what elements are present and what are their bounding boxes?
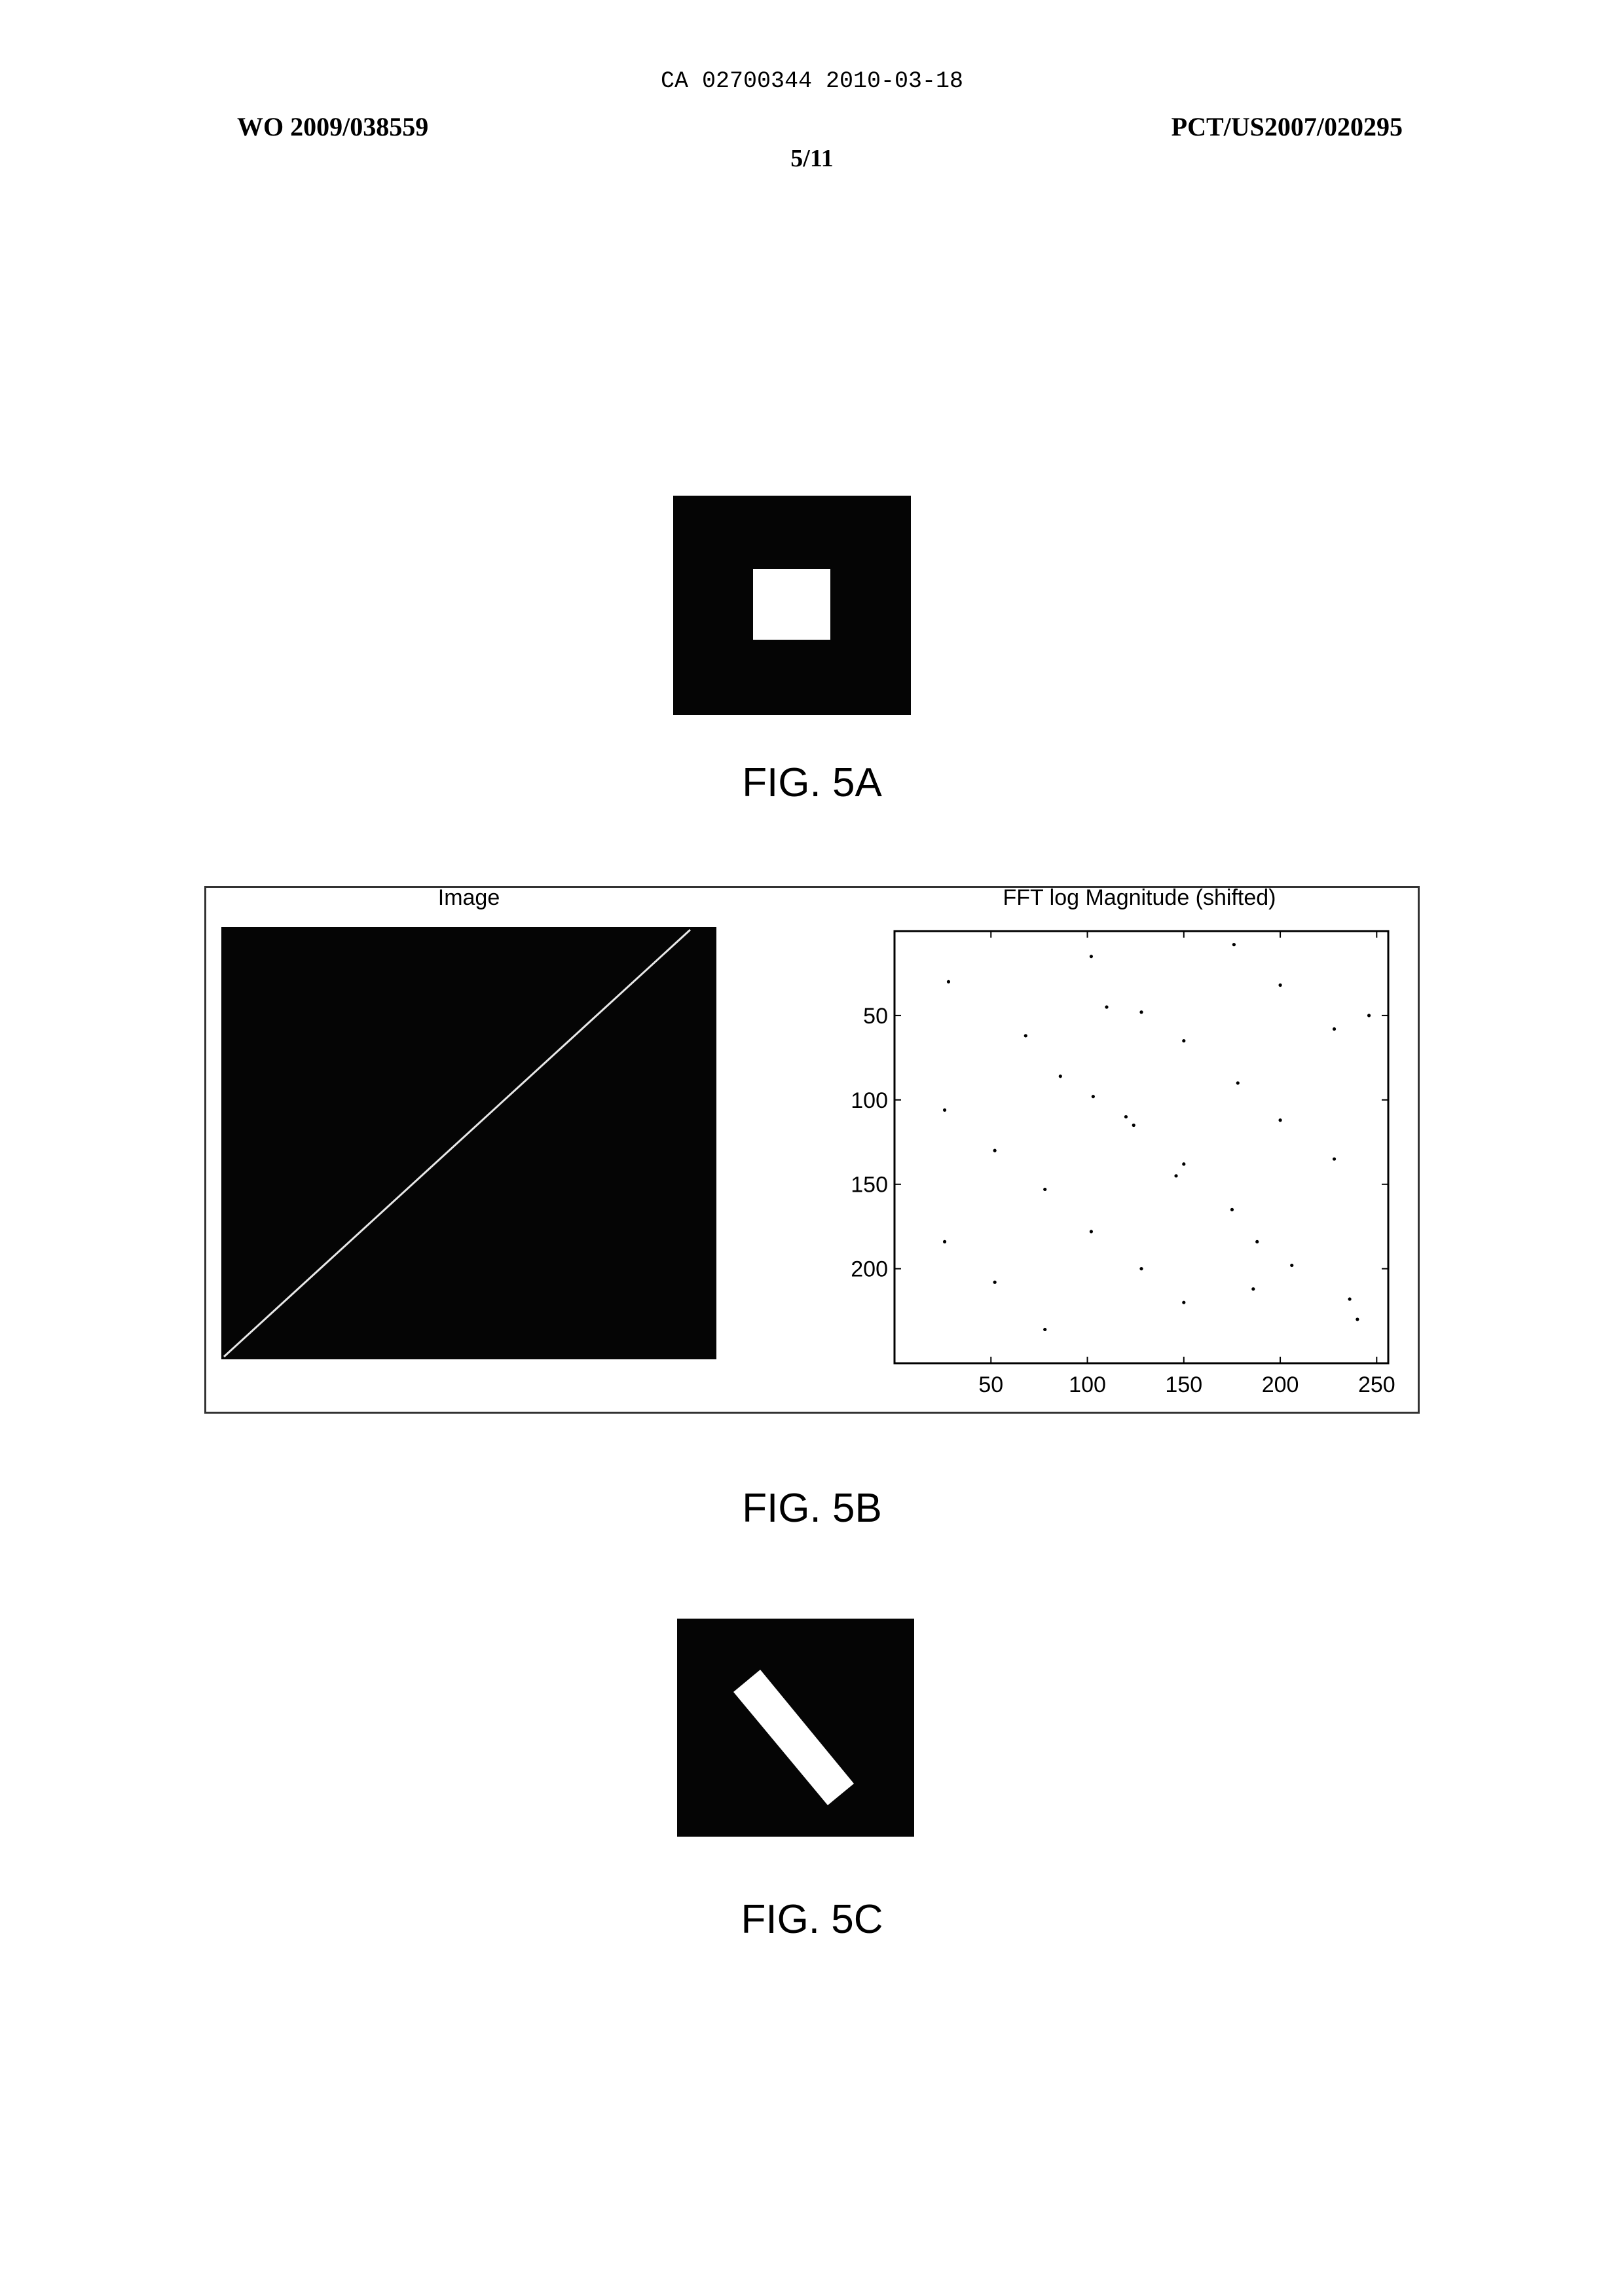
x-tick-label: 100: [1069, 1372, 1106, 1397]
sheet-number: 5/11: [0, 144, 1624, 173]
data-point: [1139, 1010, 1143, 1014]
publication-number: WO 2009/038559: [237, 111, 428, 142]
data-point: [1356, 1317, 1359, 1321]
data-point: [1059, 1074, 1062, 1078]
y-tick-label: 150: [851, 1173, 888, 1198]
data-point: [1024, 1034, 1027, 1037]
application-number: PCT/US2007/020295: [1172, 111, 1403, 142]
fig-5b-caption: FIG. 5B: [0, 1485, 1624, 1532]
data-point: [993, 1149, 997, 1152]
data-point: [1043, 1328, 1046, 1331]
data-point: [1105, 1005, 1108, 1008]
data-point: [993, 1281, 997, 1284]
fig-5a-image: [673, 496, 911, 715]
data-point: [1182, 1162, 1185, 1166]
data-point: [1230, 1208, 1234, 1211]
y-tick-label: 200: [851, 1257, 888, 1282]
x-tick-label: 200: [1262, 1372, 1299, 1397]
data-point: [1333, 1027, 1336, 1031]
data-point: [943, 1109, 946, 1112]
fig-5c-svg: [677, 1619, 914, 1837]
x-tick-label: 150: [1165, 1372, 1202, 1397]
data-point: [1182, 1301, 1185, 1304]
data-point: [1092, 1095, 1095, 1098]
data-point: [1090, 955, 1093, 958]
data-point: [1174, 1174, 1177, 1177]
fig-5a-white-square: [753, 569, 830, 640]
data-point: [1139, 1267, 1143, 1270]
y-tick-label: 50: [863, 1004, 888, 1029]
fft-panel-title: FFT log Magnitude (shifted): [891, 885, 1388, 911]
plot-border: [895, 931, 1388, 1363]
data-point: [947, 980, 950, 983]
y-tick-label: 100: [851, 1088, 888, 1113]
ca-document-line: CA 02700344 2010-03-18: [0, 68, 1624, 94]
data-point: [1251, 1287, 1255, 1291]
fft-chart: 50 100 150 200 250 50 100 150 200: [819, 917, 1408, 1414]
data-point: [1090, 1230, 1093, 1233]
data-point: [1124, 1115, 1128, 1118]
data-point: [1043, 1188, 1046, 1191]
image-panel: [221, 927, 716, 1359]
data-point: [1232, 943, 1236, 946]
x-tick-label: 50: [978, 1372, 1003, 1397]
data-point: [1367, 1014, 1371, 1017]
image-panel-svg: [221, 927, 716, 1359]
data-point: [1132, 1124, 1135, 1127]
data-point: [943, 1240, 946, 1243]
fig-5c-white-bar: [733, 1670, 854, 1805]
image-panel-title: Image: [221, 885, 716, 911]
data-point: [1348, 1297, 1351, 1300]
data-point: [1278, 983, 1282, 987]
x-tick-label: 250: [1358, 1372, 1395, 1397]
diagonal-line: [224, 930, 690, 1357]
fig-5a-caption: FIG. 5A: [0, 760, 1624, 806]
data-point: [1255, 1240, 1259, 1243]
data-point: [1333, 1157, 1336, 1160]
fig-5c-image: [677, 1619, 914, 1837]
data-point: [1290, 1264, 1293, 1267]
data-point: [1182, 1039, 1185, 1042]
fft-plot-area: 50 100 150 200 250 50 100 150 200: [851, 931, 1395, 1397]
fig-5c-caption: FIG. 5C: [0, 1896, 1624, 1943]
data-point: [1278, 1118, 1282, 1122]
data-point: [1236, 1081, 1240, 1084]
